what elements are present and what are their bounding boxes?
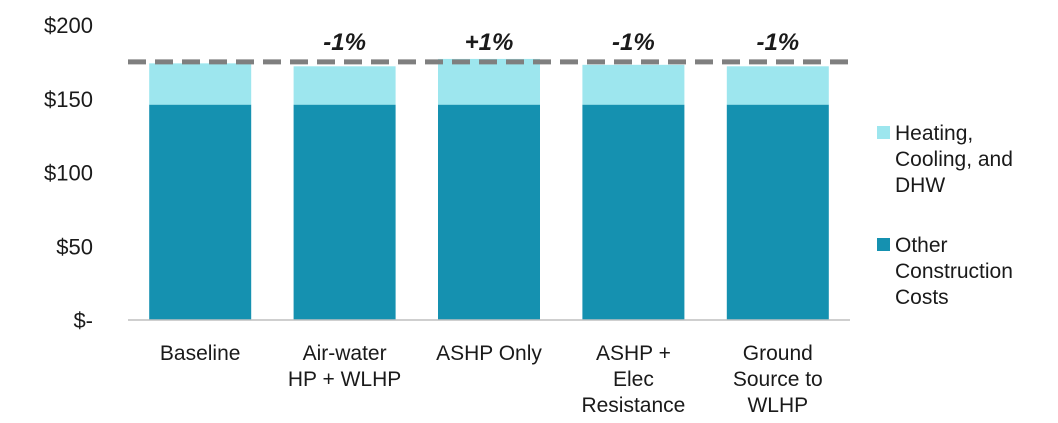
legend-swatch [877,126,890,139]
change-annotation: -1% [323,29,366,56]
x-category-label: Air-water HP + WLHP [288,342,401,391]
change-annotation: -1% [612,29,655,56]
y-tick-label: $100 [44,161,93,186]
y-tick-label: $200 [44,13,93,38]
legend-swatch [877,238,890,251]
y-axis: $- $50 $100 $150 $200 [44,13,93,333]
bar-heating-cooling [582,64,685,105]
y-tick-label: $150 [44,87,93,112]
bar-other-construction [438,104,540,321]
legend-label: Heating, Cooling, and DHW [895,122,1013,197]
x-axis-labels: Baseline Air-water HP + WLHP ASHP Only ASHP … [160,342,823,417]
bar-heating-cooling [726,66,829,105]
bar-heating-cooling [149,63,252,105]
change-annotation: -1% [756,29,799,56]
bar-heating-cooling [293,66,396,105]
bar-other-construction [149,104,252,321]
x-category-label: Ground Source to WLHP [733,342,823,417]
legend: Heating, Cooling, and DHW Other Construction… [877,122,1013,309]
legend-label: Other Construction Costs [895,234,1013,309]
x-category-label: ASHP + Elec Resistance [581,342,685,417]
change-annotations: -1% +1% -1% -1% [323,29,799,56]
bars [149,58,829,321]
bar-other-construction [293,104,396,321]
bar-other-construction [582,104,685,321]
y-tick-label: $50 [56,234,93,259]
x-category-label: ASHP Only [436,342,542,365]
change-annotation: +1% [465,29,514,56]
x-category-label: Baseline [160,342,241,365]
y-tick-label: $- [73,308,93,333]
bar-other-construction [726,104,829,321]
bar-heating-cooling [438,58,540,105]
